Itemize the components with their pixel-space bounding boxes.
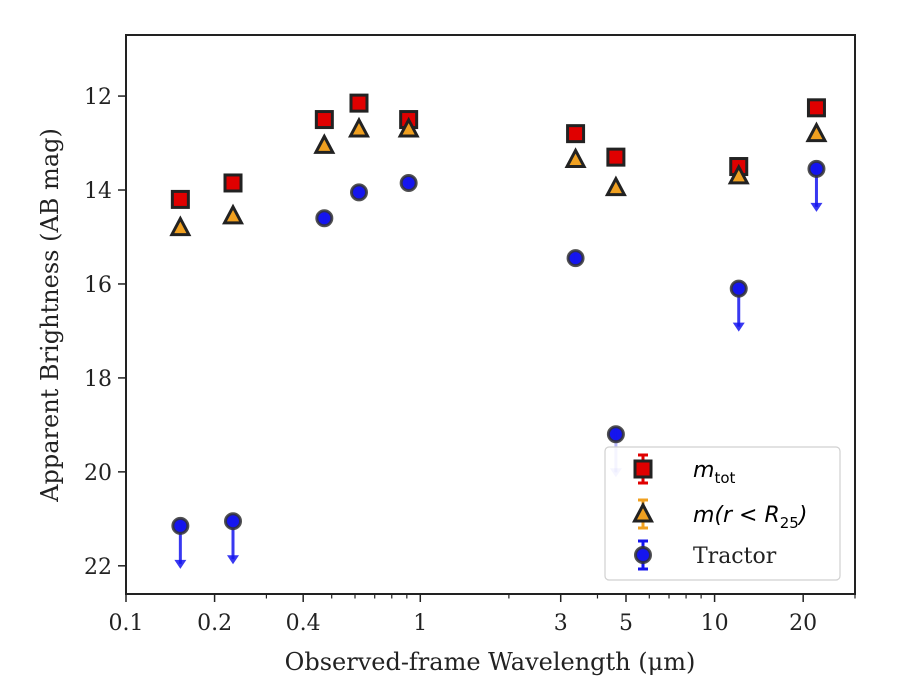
y-tick-label: 12 [84,85,112,110]
y-tick-label: 14 [84,179,112,204]
triangle-marker [313,133,336,154]
x-tick-label: 0.2 [197,611,232,636]
legend: mtot m(r < R25) Tractor [604,446,841,581]
x-tick-label: 0.4 [286,611,321,636]
legend-marker [633,459,653,479]
triangle-marker [347,116,370,138]
axes: 0.1 0.2 0.4 1 3 5 10 20 12 14 16 18 20 22 [84,34,856,636]
triangle-marker [169,215,192,237]
data-point [397,116,420,138]
x-axis-label: Observed-frame Wavelength (μm) [285,648,696,676]
data-point [222,203,245,225]
legend-marker [634,546,652,564]
y-tick-label: 22 [84,555,112,580]
data-point [564,147,587,168]
x-tick-label: 5 [619,611,633,636]
data-point [807,159,826,178]
data-point [566,124,586,144]
triangle-marker [632,501,654,523]
legend-label: mtot [693,458,735,487]
data-point [169,215,192,237]
data-point [729,279,748,298]
data-point [347,116,370,138]
y-tick-label: 16 [84,273,112,298]
square-marker [806,98,826,118]
axes-frame [125,34,856,595]
data-point [349,93,369,113]
data-point [223,173,243,193]
upper-limit-arrowhead [732,322,745,332]
square-marker [633,459,653,479]
upper-limit-arrowhead [174,559,187,569]
x-tick-label: 10 [701,611,729,636]
x-tick-label: 3 [554,611,568,636]
legend-box [604,446,841,581]
upper-limit-arrowhead [227,555,240,565]
data-point [349,183,368,202]
triangle-marker [727,163,750,185]
triangle-marker [805,121,828,143]
data-point [170,189,190,209]
x-tick-label: 1 [413,611,427,636]
data-point [224,512,243,531]
data-point [171,516,190,535]
data-point [604,175,627,197]
data-point [606,147,626,167]
data-point [315,209,334,228]
triangle-marker [397,116,420,138]
y-axis-label: Apparent Brightness (AB mag) [36,128,64,503]
data-point [727,163,750,185]
upper-limit-arrowhead [810,202,823,212]
y-tick-label: 20 [84,461,112,486]
data-point [806,98,826,118]
square-marker [223,173,243,193]
square-marker [314,110,334,130]
data-points [169,93,828,569]
legend-entry: mtot [633,453,735,487]
square-marker [606,147,626,167]
legend-marker [632,501,654,523]
x-tick-label: 0.1 [109,611,144,636]
legend-entry: m(r < R25) [632,498,807,532]
triangle-marker [564,147,587,168]
data-point [606,425,625,444]
square-marker [170,189,190,209]
square-marker [349,93,369,113]
legend-label: Tractor [693,544,777,569]
triangle-marker [604,175,627,197]
data-point [314,110,334,130]
y-tick-label: 18 [84,367,112,392]
x-tick-label: 20 [789,611,817,636]
data-point [566,249,585,268]
triangle-marker [222,203,245,225]
square-marker [566,124,586,144]
data-point [399,173,418,192]
legend-entry: Tractor [634,539,777,571]
legend-label: m(r < R25) [693,503,807,532]
data-point [805,121,828,143]
data-point [313,133,336,154]
